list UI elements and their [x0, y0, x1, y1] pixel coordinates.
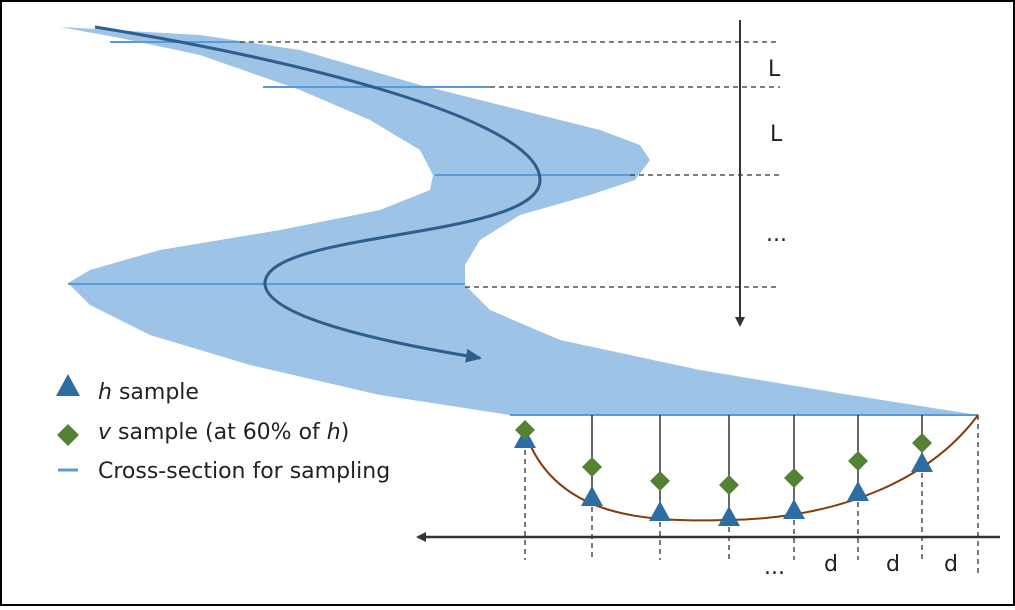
text-part: h [98, 380, 112, 405]
legend-diamond [57, 424, 79, 446]
v-samples [515, 420, 932, 495]
ellipsis: ... [764, 555, 785, 580]
text-part: sample (at 60% of [111, 420, 327, 445]
center-line [94, 25, 542, 363]
legend-text: Cross-section for sampling [98, 459, 390, 484]
text-part: ) [341, 420, 350, 445]
legend: h sample v sample (at 60% of h) Cross-se… [56, 374, 390, 484]
spacing-label: d [824, 552, 838, 577]
text-part: v [98, 420, 112, 445]
legend-text: v sample (at 60% of h) [98, 420, 349, 445]
legend-text: h sample [98, 380, 199, 405]
ribbon [60, 27, 978, 415]
segment-label: L [768, 57, 781, 82]
text-part: Cross-section for sampling [98, 459, 390, 484]
ellipsis: ... [766, 222, 787, 247]
text-part: sample [112, 380, 199, 405]
spacing-label: d [886, 552, 900, 577]
text-part: h [327, 420, 341, 445]
legend-triangle [56, 374, 80, 396]
dashed-guides [240, 41, 979, 575]
spacing-label: d [944, 552, 958, 577]
segment-label: L [770, 122, 783, 147]
